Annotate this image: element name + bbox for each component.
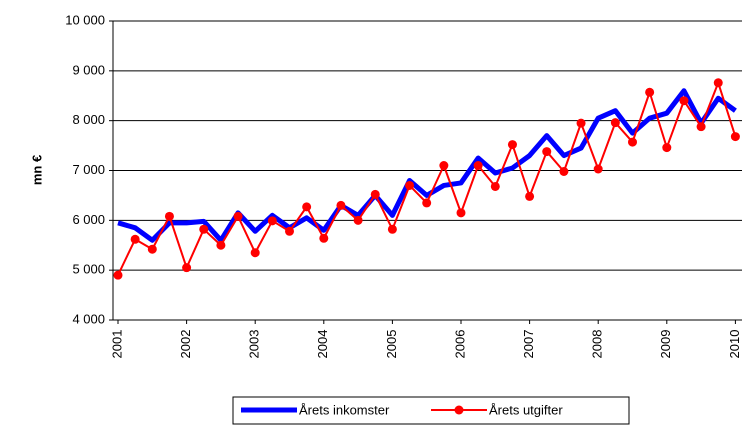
- y-tick-label: 9 000: [72, 62, 105, 77]
- marker: [713, 78, 723, 88]
- legend-label: Årets utgifter: [489, 402, 563, 417]
- marker: [319, 233, 329, 243]
- y-tick-label: 10 000: [65, 12, 105, 27]
- marker: [113, 270, 123, 280]
- marker: [182, 263, 192, 273]
- y-axis-label: mn €: [29, 155, 44, 185]
- marker: [507, 140, 517, 150]
- x-tick-label: 2003: [247, 330, 262, 359]
- marker: [199, 224, 209, 234]
- y-tick-label: 4 000: [72, 311, 105, 326]
- y-tick-label: 6 000: [72, 212, 105, 227]
- marker: [405, 180, 415, 190]
- marker: [628, 137, 637, 147]
- x-tick-label: 2002: [178, 330, 193, 359]
- marker: [267, 216, 277, 226]
- marker: [250, 248, 260, 258]
- marker: [542, 147, 552, 157]
- y-tick-label: 8 000: [72, 112, 105, 127]
- marker: [696, 122, 706, 132]
- marker: [645, 87, 655, 97]
- x-tick-label: 2004: [315, 330, 330, 359]
- marker: [576, 118, 586, 128]
- marker: [422, 198, 432, 208]
- y-tick-label: 7 000: [72, 162, 105, 177]
- y-tick-label: 5 000: [72, 262, 105, 277]
- marker: [473, 161, 483, 171]
- x-tick-label: 2010: [727, 330, 742, 359]
- marker: [130, 234, 140, 244]
- marker: [679, 96, 689, 106]
- marker: [147, 244, 157, 254]
- x-tick-label: 2009: [658, 330, 673, 359]
- x-tick-label: 2007: [521, 330, 536, 359]
- marker: [610, 118, 620, 128]
- x-tick-label: 2006: [452, 330, 467, 359]
- marker: [662, 143, 672, 153]
- marker: [216, 240, 226, 250]
- legend-label: Årets inkomster: [299, 402, 390, 417]
- marker: [730, 132, 740, 142]
- line: [117, 88, 737, 243]
- marker: [370, 189, 380, 199]
- marker: [302, 202, 312, 212]
- x-tick-label: 2008: [590, 330, 605, 359]
- marker: [525, 191, 535, 201]
- marker: [233, 211, 243, 221]
- marker: [490, 181, 500, 191]
- legend-marker: [454, 405, 464, 415]
- marker: [559, 166, 569, 176]
- x-tick-label: 2005: [384, 330, 399, 359]
- marker: [456, 208, 466, 218]
- marker: [593, 164, 603, 174]
- marker: [387, 224, 397, 234]
- x-tick-label: 2001: [109, 330, 124, 359]
- marker: [285, 226, 294, 236]
- marker: [353, 215, 363, 225]
- line: [117, 81, 737, 276]
- marker: [164, 211, 174, 221]
- marker: [336, 200, 346, 210]
- marker: [439, 161, 449, 171]
